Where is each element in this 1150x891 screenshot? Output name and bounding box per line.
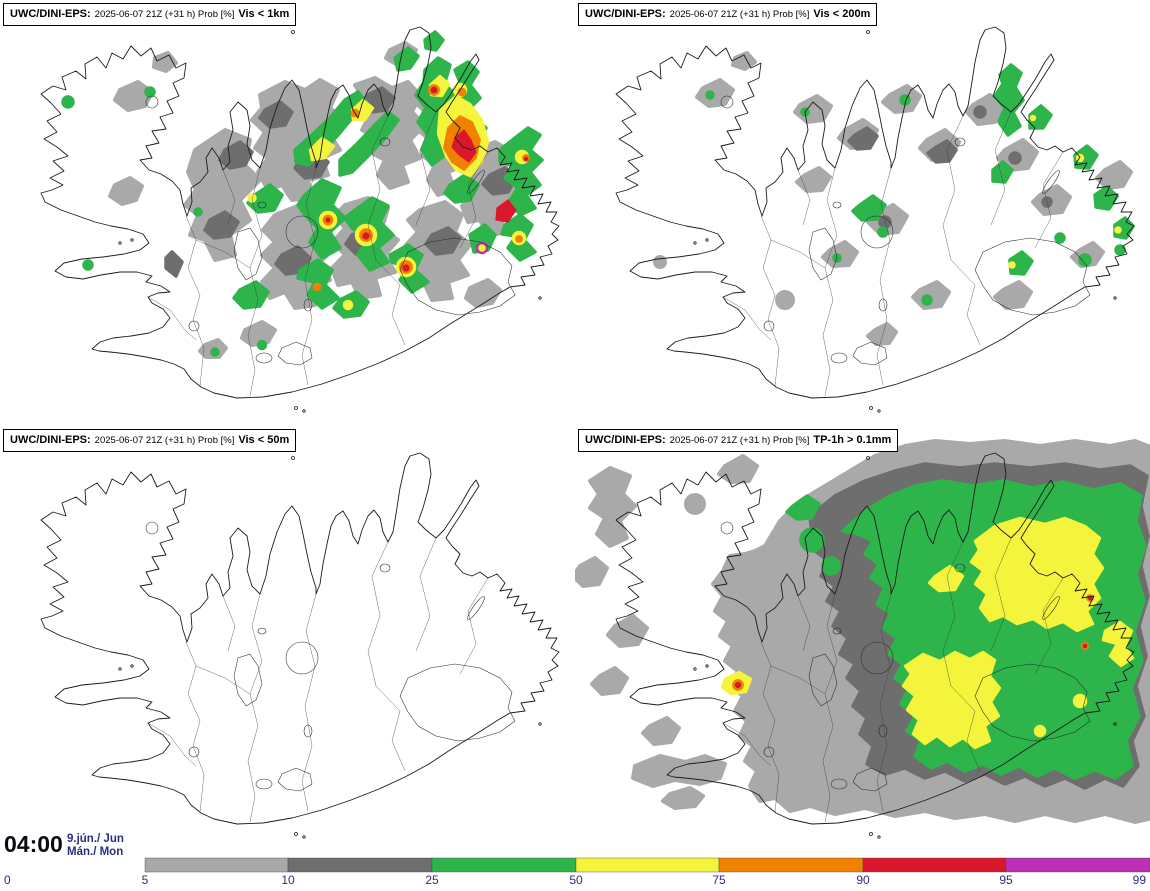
legend-tick-90: 90 (856, 873, 870, 886)
map-panel-precip: UWC/DINI-EPS: 2025-06-07 21Z (+31 h) Prob… (575, 426, 1150, 852)
run-info: 2025-06-07 21Z (+31 h) Prob [%] (669, 435, 810, 446)
panel-title-vis-200m: UWC/DINI-EPS: 2025-06-07 21Z (+31 h) Prob… (578, 3, 878, 26)
legend-tick-10: 10 (281, 873, 295, 886)
iceland-map-vis-200m (615, 26, 1135, 413)
prob-field-90-95 (734, 595, 1093, 689)
parameter-label: Vis < 50m (238, 434, 290, 446)
prob-field-50-75 (1008, 114, 1122, 269)
legend-tick-25: 25 (425, 873, 439, 886)
prob-field-25-50 (705, 63, 1135, 306)
legend-seg-10-25 (287, 857, 433, 873)
panel-title-vis-1km: UWC/DINI-EPS: 2025-06-07 21Z (+31 h) Prob… (3, 3, 297, 26)
parameter-label: Vis < 200m (813, 8, 871, 20)
legend-tick-5: 5 (142, 873, 149, 886)
parameter-label: TP-1h > 0.1mm (813, 434, 892, 446)
prob-field-50-75 (720, 516, 1135, 750)
iceland-map-vis-1km (40, 26, 560, 413)
panel-title-precip: UWC/DINI-EPS: 2025-06-07 21Z (+31 h) Prob… (578, 429, 899, 452)
legend-tick-75: 75 (712, 873, 726, 886)
valid-date-line2: Mán./ Mon (67, 846, 124, 858)
run-info: 2025-06-07 21Z (+31 h) Prob [%] (669, 9, 810, 20)
prob-field-90-95 (325, 86, 529, 272)
legend-tick-95: 95 (999, 873, 1013, 886)
model-name: UWC/DINI-EPS: (10, 8, 91, 20)
panel-title-vis-50m: UWC/DINI-EPS: 2025-06-07 21Z (+31 h) Prob… (3, 429, 297, 452)
model-name: UWC/DINI-EPS: (585, 8, 666, 20)
map-panel-vis-200m: UWC/DINI-EPS: 2025-06-07 21Z (+31 h) Prob… (575, 0, 1150, 426)
legend-bar (144, 857, 1150, 873)
iceland-map-precip (575, 439, 1150, 839)
legend-seg-90-95 (862, 857, 1007, 873)
iceland-map-vis-50m (40, 452, 560, 839)
legend-seg-95-99 (1005, 857, 1150, 873)
probability-legend: 0 5 10 25 50 75 90 95 99 (4, 857, 1150, 886)
legend-seg-5-10 (144, 857, 289, 873)
valid-date: 9.jún./ Jun Mán./ Mon (67, 833, 124, 859)
legend-tick-50: 50 (569, 873, 583, 886)
legend-seg-25-50 (431, 857, 577, 873)
parameter-label: Vis < 1km (238, 8, 290, 20)
map-panel-vis-50m: UWC/DINI-EPS: 2025-06-07 21Z (+31 h) Prob… (0, 426, 575, 852)
legend-tick-0: 0 (4, 873, 11, 886)
map-panel-vis-1km: UWC/DINI-EPS: 2025-06-07 21Z (+31 h) Prob… (0, 0, 575, 426)
valid-time: 04:00 (4, 831, 63, 857)
legend-tick-99: 99 (1133, 873, 1147, 886)
run-info: 2025-06-07 21Z (+31 h) Prob [%] (94, 435, 235, 446)
model-name: UWC/DINI-EPS: (10, 434, 91, 446)
legend-seg-75-90 (718, 857, 864, 873)
legend-seg-50-75 (575, 857, 720, 873)
prob-field-5-10 (653, 51, 1133, 346)
legend-ticks: 0 5 10 25 50 75 90 95 99 (4, 873, 1146, 886)
model-name: UWC/DINI-EPS: (585, 434, 666, 446)
run-info: 2025-06-07 21Z (+31 h) Prob [%] (94, 9, 235, 20)
valid-date-line1: 9.jún./ Jun (67, 833, 124, 845)
